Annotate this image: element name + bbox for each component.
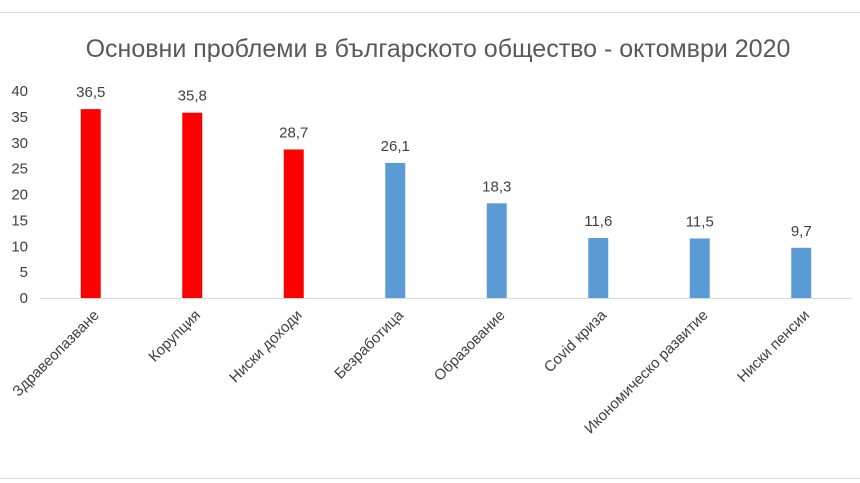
x-category-label: Здравеопазване bbox=[9, 307, 102, 400]
x-category-label: Образование bbox=[431, 307, 509, 385]
bar bbox=[283, 149, 304, 298]
y-tick-label: 10 bbox=[11, 238, 28, 255]
bar bbox=[182, 112, 203, 298]
chart-title: Основни проблеми в българското общество … bbox=[86, 35, 791, 63]
bar bbox=[791, 247, 812, 298]
data-labels: 36,5 35,8 28,7 26,1 18,3 11,6 11,5 9,7 bbox=[76, 84, 812, 240]
data-label: 18,3 bbox=[482, 178, 511, 195]
chart-border-top bbox=[0, 12, 860, 13]
bars bbox=[80, 109, 812, 298]
y-tick-label: 30 bbox=[11, 135, 28, 152]
bar bbox=[689, 238, 710, 298]
data-label: 28,7 bbox=[279, 124, 308, 141]
y-tick-label: 35 bbox=[11, 109, 28, 126]
data-label: 11,6 bbox=[584, 213, 612, 230]
x-category-label: Covid криза bbox=[541, 306, 611, 376]
y-tick-label: 5 bbox=[20, 264, 28, 281]
x-category-label: Безработица bbox=[331, 306, 407, 382]
data-label: 9,7 bbox=[791, 223, 812, 240]
x-category-label: Корупция bbox=[145, 307, 204, 366]
bar bbox=[80, 109, 101, 298]
y-tick-label: 25 bbox=[11, 161, 28, 178]
x-category-label: Ниски доходи bbox=[226, 307, 305, 386]
y-tick-label: 15 bbox=[11, 212, 28, 229]
data-label: 26,1 bbox=[381, 138, 410, 155]
bar bbox=[588, 237, 609, 298]
chart-border-bottom bbox=[0, 478, 860, 479]
bar bbox=[486, 203, 507, 298]
data-label: 35,8 bbox=[178, 88, 207, 105]
y-tick-label: 20 bbox=[11, 187, 28, 204]
bar bbox=[385, 162, 406, 298]
y-tick-label: 40 bbox=[11, 83, 28, 100]
category-labels: Здравеопазване Корупция Ниски доходи Безраб… bbox=[9, 306, 813, 437]
y-tick-label: 0 bbox=[20, 290, 28, 307]
y-axis-ticks: 0 5 10 15 20 25 30 35 40 bbox=[11, 83, 28, 307]
data-label: 36,5 bbox=[76, 84, 105, 101]
x-category-label: Ниски пенсии bbox=[734, 307, 813, 386]
data-label: 11,5 bbox=[686, 213, 714, 230]
